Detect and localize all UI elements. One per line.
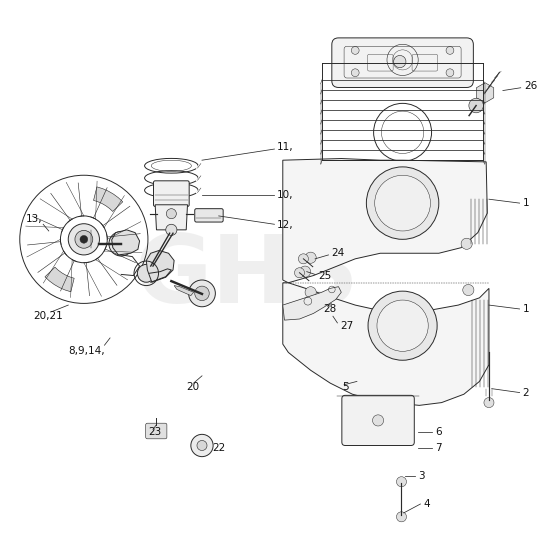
Circle shape [305,252,316,263]
Circle shape [114,237,128,250]
Text: 26: 26 [524,81,537,91]
Text: 4: 4 [424,499,431,509]
Circle shape [372,415,384,426]
Text: 1: 1 [522,198,529,208]
Text: 3: 3 [418,471,425,481]
Circle shape [351,69,359,77]
Circle shape [298,254,309,264]
Polygon shape [174,286,194,296]
Circle shape [109,231,133,256]
Text: 5: 5 [342,382,349,392]
Circle shape [484,398,494,408]
Polygon shape [283,283,489,405]
Circle shape [305,287,316,298]
Text: 20,21: 20,21 [34,311,63,321]
Circle shape [394,55,406,68]
Circle shape [80,235,88,243]
Text: 1: 1 [522,304,529,314]
Polygon shape [94,187,123,212]
Text: 20: 20 [186,382,199,392]
Text: 7: 7 [435,444,441,453]
Polygon shape [111,230,139,255]
Text: 25: 25 [318,270,331,281]
Text: GHS: GHS [134,231,359,323]
Text: 11,: 11, [277,142,294,152]
Text: 24: 24 [332,248,344,258]
FancyBboxPatch shape [195,209,223,222]
Circle shape [366,167,439,239]
Polygon shape [146,250,174,282]
Polygon shape [155,205,188,230]
Circle shape [191,435,213,456]
Circle shape [351,46,359,54]
Text: 23: 23 [148,427,161,437]
Circle shape [461,238,472,249]
Circle shape [396,477,407,487]
Circle shape [166,224,177,235]
Circle shape [166,209,176,219]
Polygon shape [477,83,494,103]
Circle shape [446,46,454,54]
Circle shape [195,286,209,301]
FancyBboxPatch shape [332,38,473,87]
Circle shape [396,512,407,522]
Circle shape [137,264,155,282]
Circle shape [300,301,311,312]
Text: 2: 2 [522,388,529,398]
Circle shape [463,284,474,296]
Text: 8,9,14,: 8,9,14, [68,346,105,356]
Polygon shape [45,267,74,292]
Circle shape [197,441,207,450]
Polygon shape [283,158,487,283]
FancyBboxPatch shape [146,423,167,439]
Text: 27: 27 [340,321,353,331]
Circle shape [446,69,454,77]
Text: 10,: 10, [277,190,293,200]
Text: 13,: 13, [25,214,42,224]
Circle shape [68,224,100,255]
Circle shape [469,99,483,113]
Text: 6: 6 [435,427,441,437]
FancyBboxPatch shape [153,181,189,207]
Circle shape [189,280,216,307]
FancyBboxPatch shape [342,395,414,446]
Circle shape [368,291,437,360]
Circle shape [300,266,311,277]
Circle shape [295,268,305,278]
Text: 12,: 12, [277,221,294,230]
Text: 28: 28 [324,304,337,314]
Circle shape [375,175,431,231]
Circle shape [377,300,428,351]
Polygon shape [283,287,341,320]
Circle shape [75,230,93,248]
Text: 22: 22 [212,444,225,453]
